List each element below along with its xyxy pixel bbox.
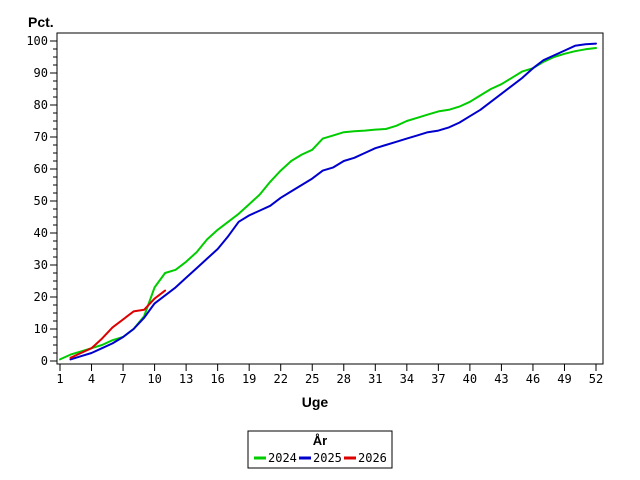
- legend: År 2024 2025 2026: [247, 430, 393, 469]
- x-tick-label: 25: [305, 372, 319, 386]
- x-axis-title: Uge: [302, 394, 329, 410]
- y-tick-label: 100: [26, 34, 48, 48]
- x-tick-label: 13: [179, 372, 193, 386]
- y-tick-label: 90: [34, 66, 48, 80]
- x-tick-label: 28: [337, 372, 351, 386]
- y-tick-label: 70: [34, 130, 48, 144]
- y-axis-ticks: 0 10 20 30 40 50 60 70 80 90 100: [26, 34, 57, 368]
- x-tick-label: 37: [431, 372, 445, 386]
- legend-box: [247, 430, 393, 469]
- y-axis-title: Pct.: [28, 14, 54, 30]
- y-tick-label: 10: [34, 322, 48, 336]
- x-tick-label: 10: [147, 372, 161, 386]
- y-tick-label: 80: [34, 98, 48, 112]
- x-tick-label: 34: [400, 372, 414, 386]
- x-tick-label: 40: [463, 372, 477, 386]
- legend-label-2024: 2024: [268, 451, 297, 465]
- x-tick-label: 19: [242, 372, 256, 386]
- series-line-2025: [69, 42, 597, 361]
- legend-label-2025: 2025: [313, 451, 342, 465]
- legend-label-2026: 2026: [358, 451, 387, 465]
- x-tick-label: 43: [494, 372, 508, 386]
- series-line-2024: [59, 47, 597, 361]
- y-tick-label: 0: [41, 354, 48, 368]
- x-tick-label: 31: [368, 372, 382, 386]
- legend-title: År: [313, 433, 327, 448]
- x-tick-label: 4: [88, 372, 95, 386]
- x-tick-label: 46: [526, 372, 540, 386]
- y-tick-label: 40: [34, 226, 48, 240]
- x-tick-label: 7: [119, 372, 126, 386]
- y-tick-label: 30: [34, 258, 48, 272]
- y-tick-label: 20: [34, 290, 48, 304]
- y-tick-label: 60: [34, 162, 48, 176]
- x-tick-label: 52: [589, 372, 603, 386]
- plot-border: [56, 32, 604, 365]
- series-lines: [59, 42, 597, 361]
- y-tick-label: 50: [34, 194, 48, 208]
- x-tick-label: 49: [557, 372, 571, 386]
- legend-entries: 2024 2025 2026: [254, 451, 387, 465]
- x-axis-ticks: 1 4 7 10 13 16 19 22 25 28 31 34 37 40 43 46 49 52: [56, 364, 603, 386]
- x-tick-label: 1: [56, 372, 63, 386]
- x-tick-label: 22: [273, 372, 287, 386]
- x-tick-label: 16: [210, 372, 224, 386]
- series-line-2026: [69, 289, 167, 359]
